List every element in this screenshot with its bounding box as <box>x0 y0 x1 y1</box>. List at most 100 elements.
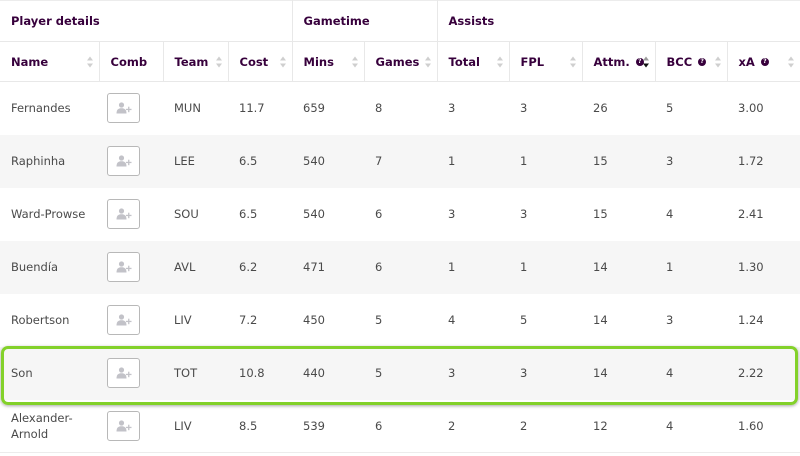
add-to-comb-button[interactable] <box>107 410 140 441</box>
add-to-comb-button[interactable] <box>107 199 140 229</box>
column-label: Attm. <box>593 54 630 69</box>
column-label: Total <box>448 54 480 69</box>
table-row-highlighted[interactable]: Son TOT 10.8 440 5 3 3 14 4 2.22 <box>0 346 800 400</box>
add-to-comb-button[interactable] <box>107 358 140 388</box>
player-name[interactable]: Ward-Prowse <box>0 187 99 241</box>
player-name[interactable]: Robertson <box>0 293 99 347</box>
player-name[interactable]: Buendía <box>0 240 99 294</box>
column-header-fpl[interactable]: FPL <box>509 41 583 82</box>
player-name[interactable]: Raphinha <box>0 134 99 188</box>
sort-icon[interactable] <box>279 56 287 67</box>
column-label: xA <box>738 54 755 69</box>
fpl-assists-cell: 3 <box>509 346 583 400</box>
mins-cell: 450 <box>292 293 365 347</box>
player-name[interactable]: Alexander-Arnold <box>0 399 99 453</box>
cost-cell: 7.2 <box>228 293 293 347</box>
attempts-cell: 14 <box>582 346 656 400</box>
team-cell: LEE <box>163 134 228 188</box>
team-cell: TOT <box>163 346 228 400</box>
help-icon[interactable]: ? <box>698 57 707 66</box>
column-header-mins[interactable]: Mins <box>292 41 365 82</box>
table-body: Fernandes MUN 11.7 659 8 3 3 26 5 3.00 R… <box>0 81 800 453</box>
column-header-total[interactable]: Total <box>437 41 510 82</box>
attempts-cell: 26 <box>582 81 656 135</box>
table-row[interactable]: Robertson LIV 7.2 450 5 4 5 14 3 1.24 <box>0 293 800 347</box>
column-header-team[interactable]: Team <box>163 41 229 82</box>
column-header-cost[interactable]: Cost <box>228 41 293 82</box>
xa-cell: 2.22 <box>727 346 800 400</box>
cost-cell: 6.5 <box>228 187 293 241</box>
add-to-comb-button[interactable] <box>107 93 140 124</box>
add-to-comb-button[interactable] <box>107 252 140 282</box>
sort-icon[interactable] <box>86 56 94 67</box>
team-cell: MUN <box>163 81 228 135</box>
total-assists-cell: 1 <box>437 240 510 294</box>
add-user-icon <box>116 367 131 379</box>
total-assists-cell: 3 <box>437 346 510 400</box>
add-to-comb-button[interactable] <box>107 305 140 335</box>
player-name[interactable]: Son <box>0 346 99 400</box>
sort-icon[interactable] <box>714 56 722 67</box>
table-row[interactable]: Raphinha LEE 6.5 540 7 1 1 15 3 1.72 <box>0 134 800 188</box>
sort-icon[interactable] <box>496 56 504 67</box>
column-label: Mins <box>303 54 334 69</box>
column-header-bcc[interactable]: BCC? <box>655 41 728 82</box>
fpl-assists-cell: 3 <box>509 187 583 241</box>
xa-cell: 1.60 <box>727 399 800 453</box>
xa-cell: 1.72 <box>727 134 800 188</box>
mins-cell: 659 <box>292 81 365 135</box>
bcc-cell: 3 <box>655 293 728 347</box>
column-header-attm[interactable]: Attm.? <box>582 41 656 82</box>
fpl-assists-cell: 1 <box>509 134 583 188</box>
sort-desc-icon[interactable] <box>642 56 650 67</box>
column-header-row: Name Comb Team Cost Mins Games <box>0 41 800 82</box>
help-icon[interactable]: ? <box>760 57 769 66</box>
sort-icon[interactable] <box>351 56 359 67</box>
sort-icon[interactable] <box>569 56 577 67</box>
column-label: FPL <box>520 54 545 69</box>
bcc-cell: 1 <box>655 240 728 294</box>
games-cell: 6 <box>364 240 438 294</box>
total-assists-cell: 1 <box>437 134 510 188</box>
column-group-row: Player details Gametime Assists <box>0 0 800 42</box>
group-header-player-details: Player details <box>0 0 293 42</box>
table-row[interactable]: Fernandes MUN 11.7 659 8 3 3 26 5 3.00 <box>0 81 800 135</box>
add-user-icon <box>116 261 131 273</box>
attempts-cell: 12 <box>582 399 656 453</box>
column-label: Team <box>174 54 209 69</box>
sort-icon[interactable] <box>215 56 223 67</box>
bcc-cell: 5 <box>655 81 728 135</box>
add-user-icon <box>116 314 131 326</box>
column-header-games[interactable]: Games <box>364 41 438 82</box>
games-cell: 5 <box>364 346 438 400</box>
sort-icon[interactable] <box>424 56 432 67</box>
attempts-cell: 14 <box>582 240 656 294</box>
table-row[interactable]: Buendía AVL 6.2 471 6 1 1 14 1 1.30 <box>0 240 800 294</box>
add-user-icon <box>116 102 131 114</box>
column-label: Cost <box>239 54 269 69</box>
help-icon[interactable]: ? <box>635 57 644 66</box>
games-cell: 7 <box>364 134 438 188</box>
player-name[interactable]: Fernandes <box>0 81 99 135</box>
comb-cell <box>99 81 163 135</box>
column-header-xa[interactable]: xA? <box>727 41 800 82</box>
mins-cell: 440 <box>292 346 365 400</box>
games-cell: 6 <box>364 399 438 453</box>
bcc-cell: 4 <box>655 187 728 241</box>
column-header-comb: Comb <box>99 41 164 82</box>
comb-cell <box>99 187 163 241</box>
column-label: Comb <box>110 54 148 69</box>
team-cell: LIV <box>163 399 228 453</box>
column-header-name[interactable]: Name <box>0 41 100 82</box>
table-row[interactable]: Ward-Prowse SOU 6.5 540 6 3 3 15 4 2.41 <box>0 187 800 241</box>
xa-cell: 1.24 <box>727 293 800 347</box>
attempts-cell: 14 <box>582 293 656 347</box>
table-row[interactable]: Alexander-Arnold LIV 8.5 539 6 2 2 12 4 … <box>0 399 800 453</box>
cost-cell: 11.7 <box>228 81 293 135</box>
column-label: BCC <box>666 54 693 69</box>
add-to-comb-button[interactable] <box>107 146 140 176</box>
sort-icon[interactable] <box>787 56 795 67</box>
group-header-gametime: Gametime <box>292 0 438 42</box>
fpl-assists-cell: 3 <box>509 81 583 135</box>
